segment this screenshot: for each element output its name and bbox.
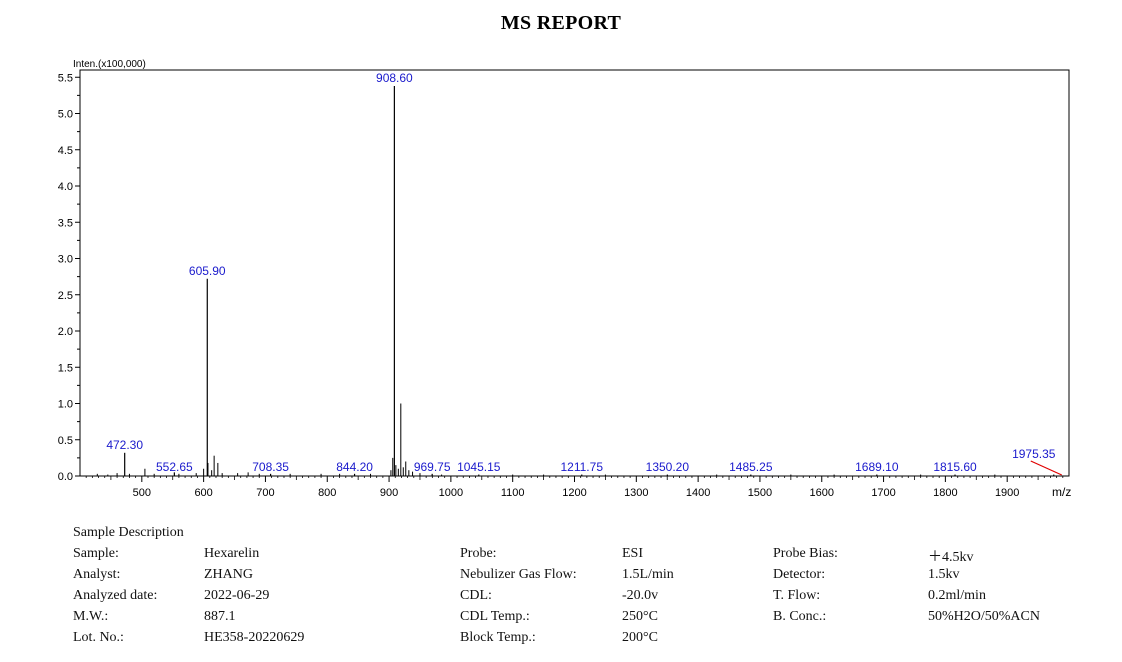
- col1-label-3: M.W.:: [73, 609, 109, 624]
- col2-label-0: Probe:: [460, 546, 497, 561]
- peak-label-1689.10: 1689.10: [855, 460, 899, 474]
- x-axis-label: m/z: [1052, 485, 1071, 499]
- x-tick-label-13: 1800: [933, 487, 957, 499]
- y-tick-label-5: 2.5: [58, 290, 73, 302]
- y-tick-label-1: 0.5: [58, 435, 73, 447]
- x-tick-label-8: 1300: [624, 487, 648, 499]
- peak-label-1815.60: 1815.60: [933, 460, 977, 474]
- peak-label-leader-line: [1030, 460, 1063, 476]
- peak-label-1485.25: 1485.25: [729, 460, 773, 474]
- y-tick-label-8: 4.0: [58, 181, 73, 193]
- col1-label-2: Analyzed date:: [73, 588, 158, 603]
- col2-value-3: 250°C: [622, 609, 658, 624]
- y-tick-label-9: 4.5: [58, 145, 73, 157]
- peak-label-1045.15: 1045.15: [457, 460, 501, 474]
- col1-label-4: Lot. No.:: [73, 630, 124, 645]
- col2-value-1: 1.5L/min: [622, 567, 674, 582]
- x-tick-label-11: 1600: [810, 487, 834, 499]
- x-tick-label-9: 1400: [686, 487, 710, 499]
- x-tick-label-6: 1100: [501, 487, 525, 499]
- peak-label-1211.75: 1211.75: [561, 460, 604, 474]
- col2-value-2: -20.0v: [622, 588, 659, 603]
- col1-label-1: Analyst:: [73, 567, 121, 582]
- x-tick-label-2: 700: [256, 487, 274, 499]
- col1-value-4: HE358-20220629: [204, 630, 305, 645]
- col1-label-0: Sample:: [73, 546, 119, 561]
- col1-value-0: Hexarelin: [204, 546, 260, 561]
- col2-label-4: Block Temp.:: [460, 630, 536, 645]
- col3-value-3: 50%H2O/50%ACN: [928, 609, 1040, 624]
- col2-label-1: Nebulizer Gas Flow:: [460, 567, 577, 582]
- x-tick-label-14: 1900: [995, 487, 1019, 499]
- peak-label-472.30: 472.30: [106, 438, 143, 452]
- peak-label-969.75: 969.75: [414, 460, 451, 474]
- y-tick-label-11: 5.5: [58, 72, 73, 84]
- col3-value-2: 0.2ml/min: [928, 588, 986, 603]
- x-tick-label-5: 1000: [439, 487, 463, 499]
- peak-label-844.20: 844.20: [336, 460, 373, 474]
- col3-label-1: Detector:: [773, 567, 826, 582]
- col1-value-2: 2022-06-29: [204, 588, 270, 603]
- x-tick-label-0: 500: [133, 487, 151, 499]
- peak-label-552.65: 552.65: [156, 460, 193, 474]
- col3-label-0: Probe Bias:: [773, 546, 838, 561]
- plot-frame: [79, 69, 1070, 477]
- y-tick-label-7: 3.5: [58, 217, 73, 229]
- col3-value-1: 1.5kv: [928, 567, 960, 582]
- y-tick-label-4: 2.0: [58, 326, 73, 338]
- peak-label-1350.20: 1350.20: [646, 460, 690, 474]
- col2-label-3: CDL Temp.:: [460, 609, 530, 624]
- y-tick-label-3: 1.5: [58, 362, 73, 374]
- col3-label-3: B. Conc.:: [773, 609, 827, 624]
- sample-description-heading: Sample Description: [73, 525, 184, 540]
- col3-label-2: T. Flow:: [773, 588, 821, 603]
- y-tick-label-10: 5.0: [58, 109, 73, 121]
- col2-value-4: 200°C: [622, 630, 658, 645]
- x-tick-label-7: 1200: [562, 487, 586, 499]
- x-tick-label-12: 1700: [871, 487, 895, 499]
- peak-label-1975.35: 1975.35: [1012, 447, 1056, 461]
- col1-value-1: ZHANG: [204, 567, 253, 582]
- x-tick-label-10: 1500: [748, 487, 772, 499]
- y-tick-label-0: 0.0: [58, 471, 73, 483]
- col2-label-2: CDL:: [460, 588, 492, 603]
- peak-label-908.60: 908.60: [376, 71, 413, 85]
- y-axis-label: Inten.(x100,000): [73, 59, 146, 70]
- x-tick-label-4: 900: [380, 487, 398, 499]
- x-tick-label-3: 800: [318, 487, 336, 499]
- col3-value-0: ＋4.5kv: [928, 550, 974, 565]
- peak-label-708.35: 708.35: [252, 460, 289, 474]
- ms-spectrum-chart: 0.0 0.5 1.0 1.5 2.0 2.5 3.0 3.5 4.0 4.5 5.0 5.5 500 6…: [58, 59, 1072, 499]
- x-tick-label-1: 600: [194, 487, 212, 499]
- peak-label-605.90: 605.90: [189, 264, 226, 278]
- y-tick-label-2: 1.0: [58, 399, 73, 411]
- col2-value-0: ESI: [622, 546, 643, 561]
- report-title: MS REPORT: [500, 12, 622, 34]
- col1-value-3: 887.1: [204, 609, 236, 624]
- y-tick-label-6: 3.0: [58, 254, 73, 266]
